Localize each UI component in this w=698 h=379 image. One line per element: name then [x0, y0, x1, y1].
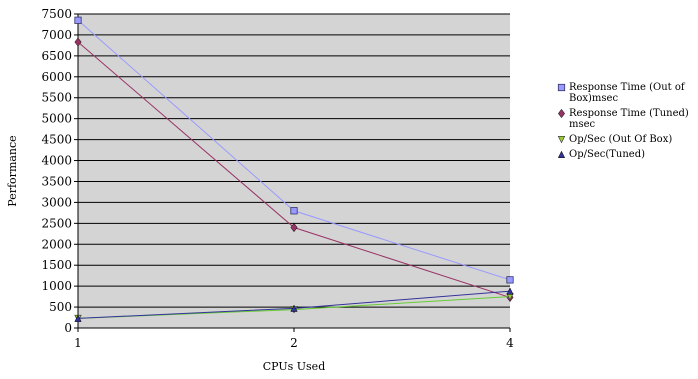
data-point-s2 [290, 222, 298, 233]
data-point-s1 [506, 276, 514, 284]
y-tick-label: 3500 [41, 174, 72, 188]
y-tick-label: 3000 [41, 195, 72, 209]
axes: 0 500 1000 1500 2000 2500 3000 3500 4000 4500 5000… [41, 7, 514, 350]
legend-marker-icon [556, 108, 566, 118]
x-tick-label: 1 [74, 336, 82, 350]
legend-marker-icon [556, 134, 566, 144]
x-tick-label: 2 [290, 336, 298, 350]
y-tick-label: 7500 [41, 7, 72, 21]
legend: Response Time (Out of Box)msec Response T… [556, 82, 698, 164]
y-tick-label: 4000 [41, 154, 72, 168]
data-point-s1 [290, 207, 298, 215]
data-point-s4 [506, 287, 514, 295]
data-point-s2 [74, 37, 82, 47]
legend-marker-shape [557, 150, 565, 158]
x-axis-title: CPUs Used [263, 360, 326, 373]
y-tick-label: 5500 [41, 91, 72, 105]
legend-marker-shape [557, 83, 565, 92]
data-point-s4 [290, 304, 298, 312]
legend-item: Op/Sec (Out Of Box) [556, 134, 698, 145]
y-tick-label: 6000 [41, 70, 72, 84]
y-tick-label: 1500 [41, 258, 72, 272]
legend-label: Response Time (Tuned) msec [569, 108, 689, 130]
data-point-s4 [74, 314, 82, 322]
legend-marker-shape [557, 135, 565, 144]
y-tick-label: 6500 [41, 49, 72, 63]
legend-item: Op/Sec(Tuned) [556, 149, 698, 160]
legend-item: Response Time (Out of Box)msec [556, 82, 698, 104]
legend-marker-shape [557, 109, 565, 118]
plot-area [78, 13, 510, 328]
y-tick-label: 5000 [41, 112, 72, 126]
y-tick-label: 4500 [41, 133, 72, 147]
legend-label: Response Time (Out of Box)msec [569, 82, 685, 104]
y-tick-label: 2000 [41, 237, 72, 251]
legend-label: Op/Sec (Out Of Box) [569, 134, 673, 145]
y-tick-label: 1000 [41, 279, 72, 293]
legend-marker-icon [556, 149, 566, 159]
y-tick-label: 2500 [41, 216, 72, 230]
x-tick-label: 4 [506, 336, 514, 350]
y-axis-title: Performance [6, 135, 19, 206]
y-tick-label: 500 [49, 300, 72, 314]
y-tick-label: 7000 [41, 28, 72, 42]
legend-item: Response Time (Tuned) msec [556, 108, 698, 130]
plot-background [78, 14, 510, 328]
y-tick-label: 0 [64, 321, 72, 335]
series-layer [74, 16, 514, 323]
legend-label: Op/Sec(Tuned) [569, 149, 646, 160]
legend-marker-icon [556, 82, 566, 92]
data-point-s1 [74, 16, 82, 24]
